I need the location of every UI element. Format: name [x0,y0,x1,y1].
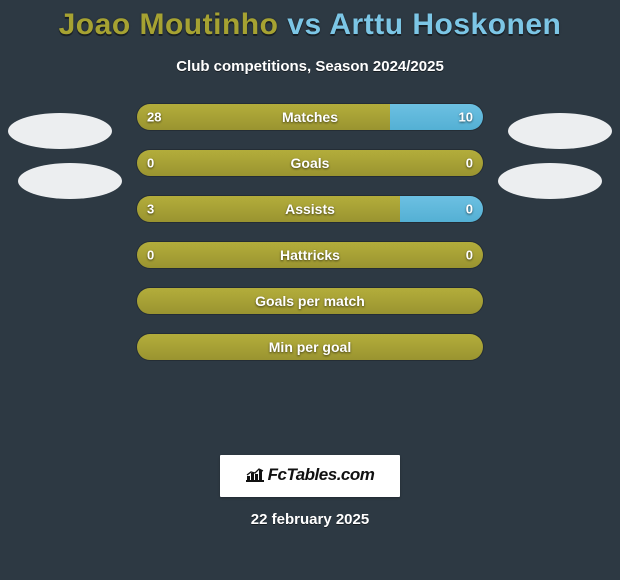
bar-left [137,104,390,130]
date-line: 22 february 2025 [0,511,620,528]
player2-avatar [508,113,612,149]
stat-row-mpg: Min per goal [136,333,484,361]
player1-name: Joao Moutinho [59,8,279,41]
chart-icon [246,467,264,487]
bar-left [137,288,483,314]
stat-row-hattricks: 0 Hattricks 0 [136,241,484,269]
logo-text: FcTables.com [268,465,375,484]
player2-name: Arttu Hoskonen [329,8,561,41]
bar-left [137,150,483,176]
bar-right [400,196,483,222]
stat-row-goals: 0 Goals 0 [136,149,484,177]
vs-word: vs [287,8,321,41]
comparison-card: Joao Moutinho vs Arttu Hoskonen Club com… [0,0,620,528]
stat-row-matches: 28 Matches 10 [136,103,484,131]
chart-area: 28 Matches 10 0 Goals 0 3 Assists 0 [0,103,620,443]
player2-avatar-alt [498,163,602,199]
bar-left [137,196,400,222]
player1-avatar-alt [18,163,122,199]
player1-avatar [8,113,112,149]
site-logo: FcTables.com [220,455,401,497]
subtitle: Club competitions, Season 2024/2025 [0,58,620,75]
stat-row-gpm: Goals per match [136,287,484,315]
page-title: Joao Moutinho vs Arttu Hoskonen [0,8,620,42]
bar-left [137,334,483,360]
bar-left [137,242,483,268]
stat-bars: 28 Matches 10 0 Goals 0 3 Assists 0 [136,103,484,361]
stat-row-assists: 3 Assists 0 [136,195,484,223]
bar-right [390,104,483,130]
